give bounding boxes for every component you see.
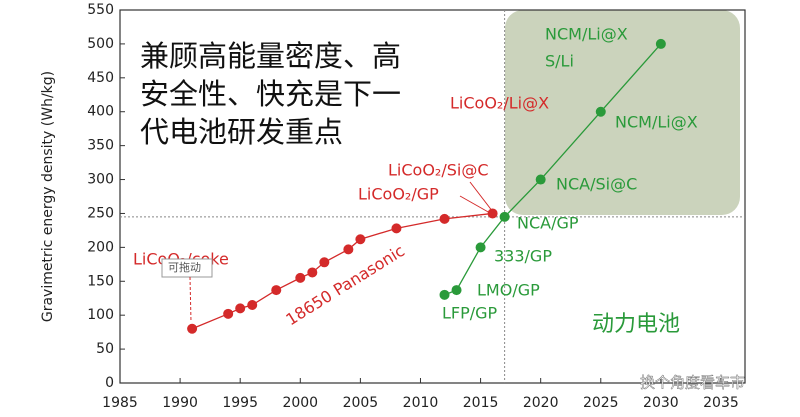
y-tick-label: 0 — [105, 375, 114, 391]
x-tick-label: 2005 — [343, 395, 379, 411]
y-axis-label: Gravimetric energy density (Wh/kg) — [40, 71, 56, 322]
y-tick-label: 100 — [87, 307, 114, 323]
annotation: NCM/Li@X — [615, 113, 698, 132]
data-point — [499, 211, 510, 222]
x-tick-label: 2030 — [643, 395, 679, 411]
data-point — [343, 244, 354, 255]
tooltip: 可拖动 — [168, 260, 201, 274]
x-tick-label: 1985 — [102, 395, 138, 411]
data-point — [319, 257, 330, 268]
data-point — [451, 285, 462, 296]
data-point — [247, 300, 258, 311]
annotation: LiCoO₂/Si@C — [388, 161, 489, 180]
y-tick-label: 50 — [96, 341, 114, 357]
series-legend: 动力电池 — [592, 312, 680, 337]
x-tick-label: 1995 — [222, 395, 258, 411]
x-tick-label: 2010 — [403, 395, 439, 411]
data-point — [223, 308, 234, 319]
annotation: NCM/Li@X — [545, 25, 628, 44]
x-tick-label: 2035 — [703, 395, 739, 411]
data-point — [235, 303, 246, 314]
annotation: LFP/GP — [442, 304, 498, 323]
y-tick-label: 450 — [87, 70, 114, 86]
leader — [459, 195, 491, 214]
data-point — [439, 289, 450, 300]
y-tick-label: 400 — [87, 104, 114, 120]
data-point — [355, 234, 366, 245]
data-point — [187, 323, 198, 334]
x-tick-label: 1990 — [162, 395, 198, 411]
data-point — [295, 272, 306, 283]
annotation: S/Li — [545, 52, 574, 71]
x-tick-label: 2025 — [583, 395, 619, 411]
annotation: 18650 Panasonic — [282, 241, 408, 329]
annotation: LMO/GP — [477, 281, 540, 300]
data-point — [595, 106, 606, 117]
data-point — [535, 174, 546, 185]
y-tick-label: 300 — [87, 172, 114, 188]
data-point — [439, 213, 450, 224]
plot-frame — [119, 9, 746, 384]
y-tick-label: 550 — [87, 2, 114, 18]
y-tick-label: 350 — [87, 138, 114, 154]
leader — [189, 276, 192, 323]
data-point — [475, 242, 486, 253]
data-point — [307, 267, 318, 278]
data-point — [391, 223, 402, 234]
y-tick-label: 200 — [87, 239, 114, 255]
y-tick-label: 250 — [87, 205, 114, 221]
leader — [469, 181, 494, 213]
data-point — [487, 208, 498, 219]
watermark: 换个角度看车市 — [640, 374, 745, 392]
highlight-region — [505, 10, 740, 215]
annotation: LiCoO₂/Li@X — [450, 94, 549, 113]
x-tick-label: 2000 — [282, 395, 318, 411]
title-line: 兼顾高能量密度、高 — [140, 39, 401, 73]
y-tick-label: 150 — [87, 273, 114, 289]
title-line: 代电池研发重点 — [140, 115, 343, 149]
x-tick-label: 2020 — [523, 395, 559, 411]
x-tick-label: 2015 — [463, 395, 499, 411]
annotation: NCA/Si@C — [556, 175, 637, 194]
data-point — [655, 38, 666, 49]
annotation: 333/GP — [494, 247, 552, 266]
annotation: LiCoO₂/GP — [358, 185, 439, 204]
annotation: NCA/GP — [517, 214, 579, 233]
data-point — [271, 285, 282, 296]
tooltip-box — [161, 258, 213, 278]
title-line: 安全性、快充是下一 — [140, 77, 401, 111]
y-tick-label: 500 — [87, 36, 114, 52]
